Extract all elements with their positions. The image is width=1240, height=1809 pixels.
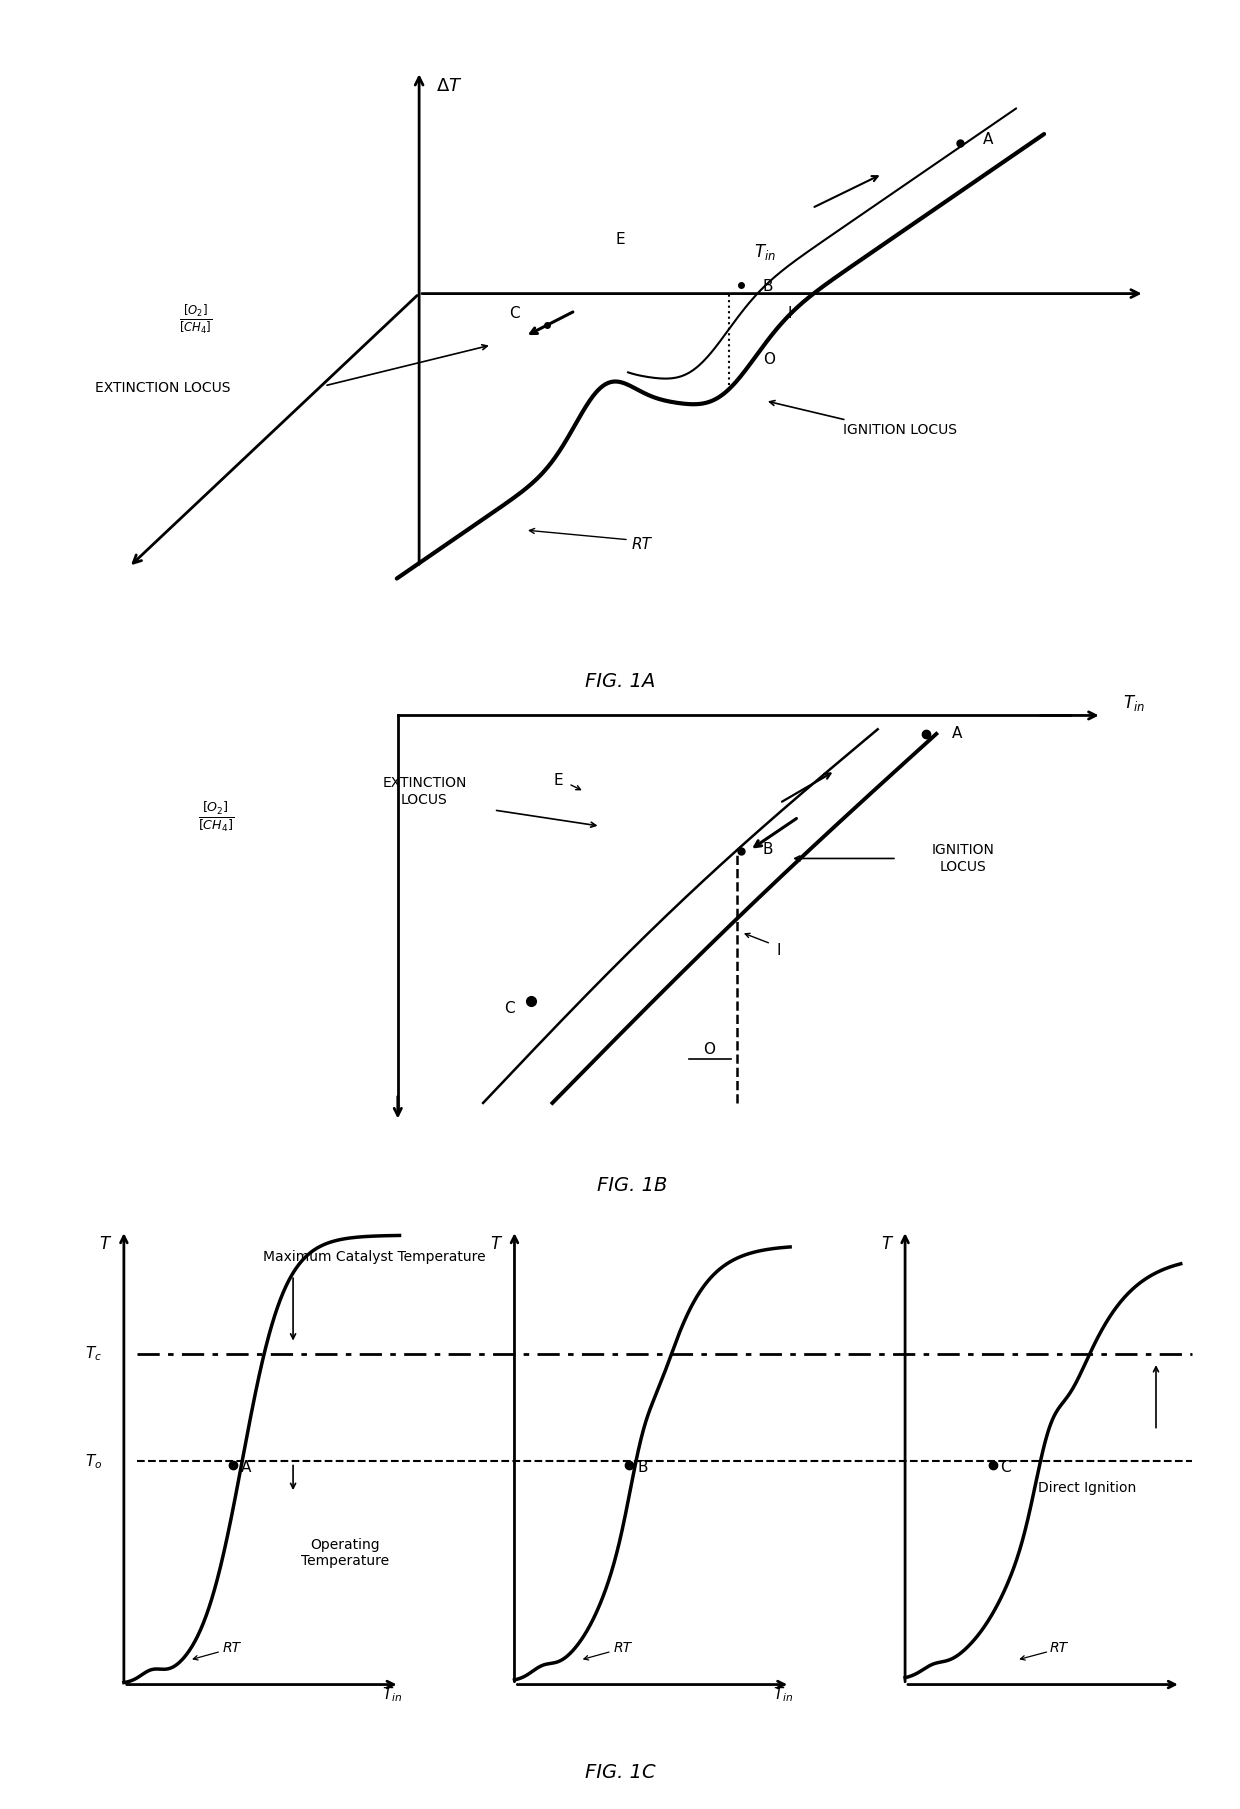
Text: Maximum Catalyst Temperature: Maximum Catalyst Temperature xyxy=(263,1250,486,1264)
Text: A: A xyxy=(982,132,993,147)
Text: $\Delta T$: $\Delta T$ xyxy=(436,78,463,96)
Text: E: E xyxy=(553,774,563,789)
Text: $\frac{[O_2]}{[CH_4]}$: $\frac{[O_2]}{[CH_4]}$ xyxy=(198,800,234,834)
Text: $T_{in}$: $T_{in}$ xyxy=(773,1686,794,1704)
Text: T: T xyxy=(880,1236,890,1254)
Text: I: I xyxy=(776,942,781,959)
Text: RT: RT xyxy=(631,537,651,552)
Text: B: B xyxy=(763,841,773,857)
Text: IGNITION
LOCUS: IGNITION LOCUS xyxy=(931,843,994,874)
Text: Operating
Temperature: Operating Temperature xyxy=(301,1538,389,1568)
Text: A: A xyxy=(241,1460,250,1474)
Text: E: E xyxy=(616,232,626,248)
Text: $T_{in}$: $T_{in}$ xyxy=(754,242,776,262)
Text: FIG. 1B: FIG. 1B xyxy=(598,1176,667,1196)
Text: RT: RT xyxy=(223,1641,241,1655)
Text: I: I xyxy=(787,306,792,320)
Text: B: B xyxy=(637,1460,647,1474)
Text: $\frac{[O_2]}{[CH_4]}$: $\frac{[O_2]}{[CH_4]}$ xyxy=(179,302,213,336)
Text: RT: RT xyxy=(1050,1641,1068,1655)
Text: EXTINCTION
LOCUS: EXTINCTION LOCUS xyxy=(382,776,466,807)
Text: T: T xyxy=(99,1236,109,1254)
Text: RT: RT xyxy=(614,1641,631,1655)
Text: C: C xyxy=(505,1000,515,1017)
Text: A: A xyxy=(952,727,962,742)
Text: IGNITION LOCUS: IGNITION LOCUS xyxy=(843,423,957,438)
Text: C: C xyxy=(508,306,520,320)
Text: $T_{in}$: $T_{in}$ xyxy=(1123,693,1145,713)
Text: T: T xyxy=(490,1236,500,1254)
Text: O: O xyxy=(763,351,775,367)
Text: C: C xyxy=(1001,1460,1011,1474)
Text: FIG. 1A: FIG. 1A xyxy=(585,671,655,691)
Text: $T_c$: $T_c$ xyxy=(86,1344,102,1364)
Text: O: O xyxy=(703,1042,715,1058)
Text: EXTINCTION LOCUS: EXTINCTION LOCUS xyxy=(95,380,231,394)
Text: B: B xyxy=(763,279,774,293)
Text: $T_o$: $T_o$ xyxy=(86,1453,103,1471)
Text: FIG. 1C: FIG. 1C xyxy=(585,1764,655,1782)
Text: Direct Ignition: Direct Ignition xyxy=(1038,1482,1136,1494)
Text: $T_{in}$: $T_{in}$ xyxy=(382,1686,403,1704)
